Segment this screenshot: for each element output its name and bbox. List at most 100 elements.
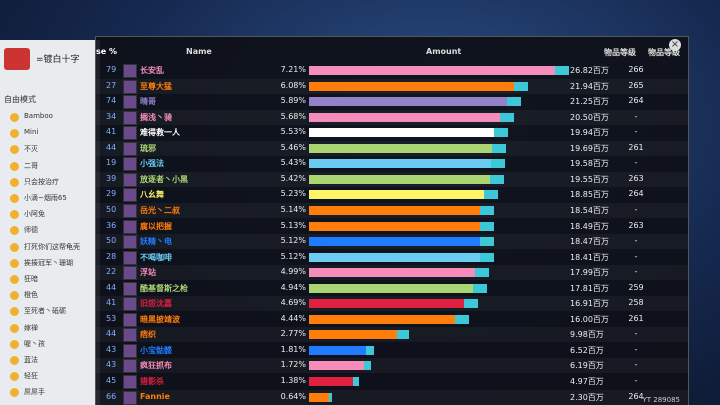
damage-bar-tail (491, 143, 506, 153)
damage-share: 5.53% (280, 127, 306, 137)
member-name[interactable]: 屌屌手 (24, 388, 45, 397)
meter-row[interactable]: 45 猎影杀 1.38% 4.97百万 - (96, 374, 688, 389)
member-name[interactable]: 小滴~烟雨65 (24, 194, 67, 202)
member-name[interactable]: 挨揍冠军丶珊瑚 (24, 258, 73, 267)
damage-amount: 21.94百万 (570, 81, 609, 91)
spec-icon (123, 203, 137, 218)
damage-bar (309, 392, 330, 402)
member-name[interactable]: 至死者丶砥砺 (24, 307, 66, 316)
player-level: 44 (106, 282, 117, 292)
damage-amount: 19.94百万 (570, 128, 609, 138)
member-name[interactable]: 师德 (24, 226, 38, 235)
meter-row[interactable]: 41 旧怨沈嘉 4.69% 16.91百万 258 (96, 296, 688, 312)
player-name: 难得救一人 (140, 128, 180, 138)
player-level: 45 (106, 376, 117, 385)
player-level: 50 (106, 236, 117, 246)
damage-amount: 21.25百万 (570, 97, 609, 107)
member-name[interactable]: 橙色 (24, 291, 38, 300)
spec-icon (123, 235, 137, 250)
damage-bar (309, 268, 475, 278)
member-name[interactable]: 不灭 (24, 145, 38, 154)
meter-row[interactable]: 43 小宝骷髅 1.81% 6.52百万 - (96, 343, 688, 358)
item-level: - (634, 204, 638, 214)
meter-row[interactable]: 43 疯狂抓布 1.72% 6.19百万 - (96, 358, 688, 374)
item-level: 265 (628, 80, 644, 90)
damage-bar (309, 345, 367, 355)
spec-icon (123, 266, 137, 281)
meter-row[interactable]: 27 至尊大猛 6.08% 21.94百万 265 (96, 78, 688, 94)
meter-row[interactable]: 29 八幺舞 5.23% 18.85百万 264 (96, 187, 688, 203)
spec-icon (123, 64, 137, 78)
meter-row[interactable]: 74 晴哥 5.89% 21.25百万 264 (96, 94, 688, 110)
member-name[interactable]: 狂暗 (24, 275, 38, 283)
item-level: - (634, 127, 638, 137)
close-button[interactable]: × (669, 39, 681, 51)
group-panel: =镀白十字 自由模式 Bamboo Mini 不灭 二哥 只会按治疗 小滴~烟雨65 小阿免… (0, 40, 100, 405)
meter-row[interactable]: 44 琉邪 5.46% 19.69百万 261 (96, 140, 688, 156)
status-dot (10, 291, 19, 301)
status-dot (10, 129, 19, 139)
meter-row[interactable]: 50 妖精丶电 5.12% 18.47百万 - (96, 234, 688, 250)
spec-icon (123, 250, 137, 265)
damage-bar (309, 377, 353, 386)
damage-bar (309, 205, 481, 215)
member-name[interactable]: 只会按治疗 (24, 177, 59, 186)
damage-bar-tail (555, 66, 569, 75)
spec-icon (123, 297, 137, 312)
column-header: 物品等级 (604, 48, 636, 57)
damage-share: 5.12% (280, 236, 306, 246)
meter-row[interactable]: 34 搁浅丶骑 5.68% 20.50百万 - (96, 109, 688, 125)
meter-row[interactable]: 79 长安乱 7.21% 26.82百万 266 (96, 63, 688, 78)
player-name: 岳光丶二叔 (140, 205, 180, 215)
damage-bar-tail (474, 268, 489, 278)
damage-amount: 26.82百万 (570, 66, 609, 75)
player-level: 41 (106, 127, 117, 137)
meter-row[interactable]: 53 暗黑披靖波 4.44% 16.00百万 261 (96, 312, 688, 327)
damage-bar (309, 112, 500, 122)
player-name: 小强法 (140, 159, 164, 169)
spec-icon (123, 79, 137, 94)
member-name[interactable]: Bamboo (24, 112, 53, 120)
player-level: 34 (106, 111, 117, 121)
player-name: 旧怨沈嘉 (140, 299, 172, 309)
status-dot (10, 226, 19, 236)
damage-amount: 17.99百万 (570, 268, 609, 278)
member-name[interactable]: 打死你们这帮龟壳 (24, 242, 80, 251)
guild-logo (4, 48, 30, 70)
damage-share: 4.94% (280, 282, 306, 292)
damage-amount: 17.81百万 (570, 283, 609, 293)
item-level: - (634, 158, 638, 168)
meter-row[interactable]: 41 难得救一人 5.53% 19.94百万 - (96, 125, 688, 141)
item-level: - (634, 111, 638, 121)
damage-share: 5.14% (280, 204, 306, 214)
player-level: 44 (106, 329, 117, 339)
member-name[interactable]: 蓝法 (24, 356, 38, 364)
damage-bar-tail (479, 237, 494, 247)
meter-row[interactable]: 19 小强法 5.43% 19.58百万 - (96, 156, 688, 172)
member-name[interactable]: Mini (24, 128, 39, 137)
damage-share: 1.72% (280, 360, 306, 370)
damage-amount: 16.91百万 (570, 299, 609, 309)
member-name[interactable]: 嫁禅 (24, 323, 38, 332)
player-name: 不喝咖啡 (140, 252, 172, 262)
player-name: 浮站 (140, 268, 156, 278)
group-mode[interactable]: 自由模式 (4, 95, 36, 104)
player-level: 36 (106, 220, 117, 230)
meter-row[interactable]: 22 浮站 4.99% 17.99百万 - (96, 265, 688, 281)
member-name[interactable]: 二哥 (24, 161, 38, 170)
damage-share: 7.21% (280, 65, 306, 74)
member-name[interactable]: 轻狂 (24, 372, 38, 381)
meter-row[interactable]: 50 岳光丶二叔 5.14% 18.54百万 - (96, 202, 688, 218)
member-name[interactable]: 喔丶孩 (24, 339, 45, 348)
meter-row[interactable]: 39 放逐者丶小黑 5.42% 19.55百万 263 (96, 171, 688, 187)
meter-row[interactable]: 66 Fannie 0.64% 2.30百万 264 (96, 389, 688, 405)
status-dot (10, 113, 19, 122)
player-level: 43 (106, 360, 117, 370)
item-level: 261 (628, 313, 644, 323)
meter-row[interactable]: 28 不喝咖啡 5.12% 18.41百万 - (96, 250, 688, 265)
member-name[interactable]: 小阿免 (24, 210, 45, 219)
meter-row[interactable]: 36 腐以把握 5.13% 18.49百万 263 (96, 219, 688, 234)
meter-row[interactable]: 44 痞织 2.77% 9.98百万 - (96, 327, 688, 343)
meter-row[interactable]: 44 酷基督斯之枪 4.94% 17.81百万 259 (96, 281, 688, 296)
